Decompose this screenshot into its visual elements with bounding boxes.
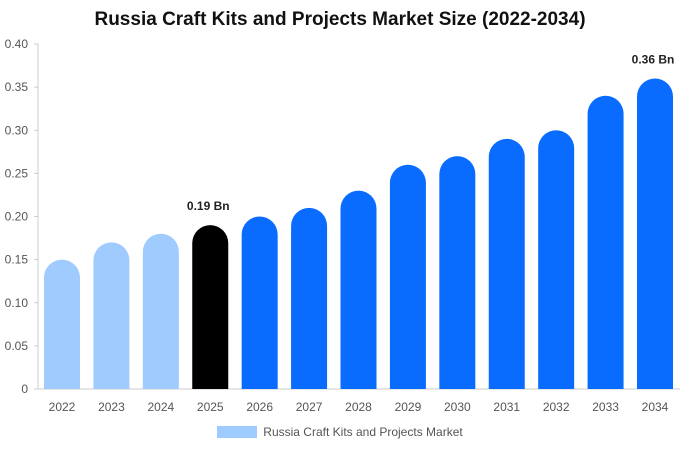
y-tick-label: 0.20 [5, 210, 29, 224]
y-axis: 0 0.05 0.10 0.15 0.20 0.25 0.30 0.35 0.40 [5, 37, 39, 396]
legend-label: Russia Craft Kits and Projects Market [263, 425, 463, 439]
bar-2031 [488, 138, 525, 389]
y-tick-label: 0.15 [5, 253, 29, 267]
legend: Russia Craft Kits and Projects Market [0, 425, 680, 439]
y-tick-label: 0.35 [5, 80, 29, 94]
x-tick-label: 2031 [493, 400, 520, 414]
x-tick-label: 2027 [296, 400, 323, 414]
data-label-2034: 0.36 Bn [632, 53, 675, 67]
bar-2028 [340, 190, 377, 389]
x-tick-label: 2032 [543, 400, 570, 414]
bars [44, 78, 673, 390]
chart-title: Russia Craft Kits and Projects Market Si… [94, 9, 586, 30]
bar-2025 [192, 225, 229, 389]
x-tick-label: 2028 [345, 400, 372, 414]
y-tick-label: 0.30 [5, 123, 29, 137]
y-tick-label: 0.05 [5, 339, 29, 353]
x-tick-label: 2026 [246, 400, 273, 414]
bar-2023 [93, 242, 130, 389]
x-tick-label: 2030 [444, 400, 471, 414]
y-tick-label: 0.25 [5, 166, 29, 180]
x-tick-label: 2025 [197, 400, 224, 414]
x-tick-label: 2029 [395, 400, 422, 414]
bar-2027 [291, 207, 328, 389]
bar-2032 [538, 130, 575, 390]
x-tick-label: 2034 [642, 400, 669, 414]
x-tick-label: 2023 [98, 400, 125, 414]
bar-chart: 00.050.100.150.200.250.300.350.40 2022 20… [5, 37, 680, 414]
y-tick-label: 0.40 [5, 37, 29, 51]
x-tick-label: 2022 [49, 400, 76, 414]
x-tick-label: 2033 [592, 400, 619, 414]
legend-swatch [217, 426, 258, 438]
bar-2022 [44, 259, 80, 389]
bar-2033 [587, 95, 624, 389]
x-tick-label: 2024 [147, 400, 174, 414]
bar-2024 [142, 233, 179, 389]
x-axis: 2022 2023 2024 2025 2026 2027 2028 2029 2030 2031… [38, 388, 680, 414]
bar-2030 [439, 156, 476, 389]
y-tick-label: 0.10 [5, 296, 29, 310]
bar-2034 [637, 78, 673, 389]
bar-2029 [389, 164, 426, 389]
data-labels: 0.19 Bn 0.36 Bn [187, 53, 674, 214]
bar-2026 [241, 216, 278, 389]
y-tick-label: 0 [21, 382, 28, 396]
data-label-2025: 0.19 Bn [187, 199, 230, 213]
